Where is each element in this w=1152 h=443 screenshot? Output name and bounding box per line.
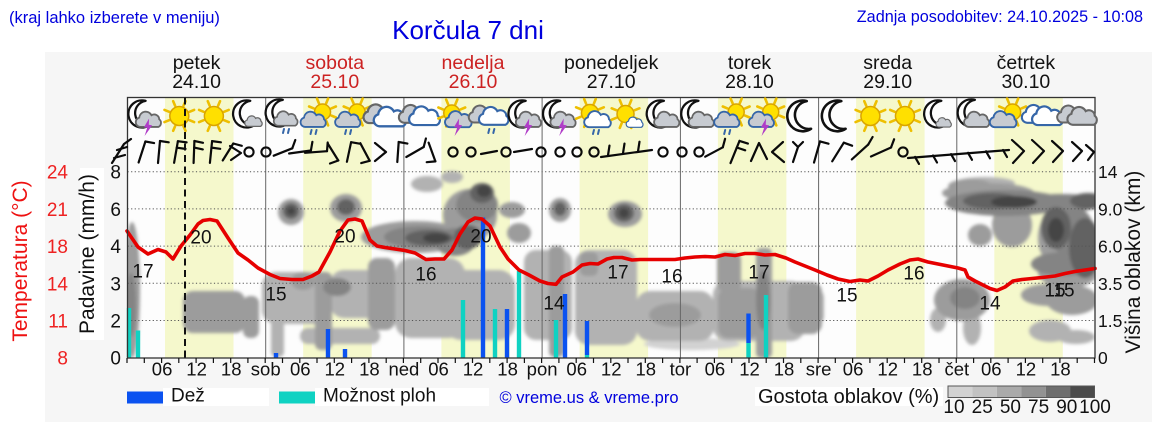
svg-text:18: 18 xyxy=(47,237,68,258)
svg-text:14: 14 xyxy=(543,294,565,315)
svg-text:Korčula 7 dni: Korčula 7 dni xyxy=(392,15,544,45)
svg-text:06: 06 xyxy=(981,359,1002,380)
svg-text:2: 2 xyxy=(110,312,121,333)
svg-text:12: 12 xyxy=(186,359,207,380)
svg-text:15: 15 xyxy=(265,285,286,306)
svg-text:ned: ned xyxy=(388,359,419,380)
svg-text:čet: čet xyxy=(944,359,969,380)
svg-text:06: 06 xyxy=(843,359,864,380)
svg-text:sreda: sreda xyxy=(863,52,912,74)
svg-text:pon: pon xyxy=(527,359,558,380)
svg-text:sob: sob xyxy=(251,359,281,380)
svg-text:nedelja: nedelja xyxy=(442,52,505,74)
svg-text:18: 18 xyxy=(912,359,933,380)
svg-text:Gostota oblakov (%): Gostota oblakov (%) xyxy=(758,386,939,408)
svg-text:Možnost ploh: Možnost ploh xyxy=(323,386,436,407)
svg-text:12: 12 xyxy=(601,359,622,380)
svg-text:10: 10 xyxy=(943,397,964,418)
svg-text:20: 20 xyxy=(334,227,355,248)
svg-text:90: 90 xyxy=(1056,397,1077,418)
svg-text:12: 12 xyxy=(325,359,346,380)
svg-text:06: 06 xyxy=(428,359,449,380)
svg-text:14: 14 xyxy=(47,274,69,295)
svg-text:8: 8 xyxy=(110,163,121,184)
svg-text:15: 15 xyxy=(1053,281,1074,302)
svg-text:18: 18 xyxy=(774,359,795,380)
svg-text:11: 11 xyxy=(48,312,68,333)
svg-text:Temperatura (°C): Temperatura (°C) xyxy=(9,180,32,341)
svg-text:Višina oblakov (km): Višina oblakov (km) xyxy=(1122,171,1145,354)
svg-text:06: 06 xyxy=(566,359,587,380)
svg-text:12: 12 xyxy=(739,359,760,380)
svg-text:12: 12 xyxy=(877,359,898,380)
svg-text:24: 24 xyxy=(47,163,69,184)
svg-text:15: 15 xyxy=(836,286,857,307)
svg-text:06: 06 xyxy=(152,359,173,380)
svg-text:26.10: 26.10 xyxy=(449,71,498,93)
svg-text:12: 12 xyxy=(463,359,484,380)
svg-text:15: 15 xyxy=(1044,281,1065,302)
svg-text:18: 18 xyxy=(221,359,242,380)
svg-text:4: 4 xyxy=(110,237,121,258)
svg-text:25: 25 xyxy=(972,397,993,418)
svg-text:21: 21 xyxy=(47,200,68,221)
svg-text:tor: tor xyxy=(670,359,692,380)
svg-text:1.5: 1.5 xyxy=(1098,311,1122,331)
svg-text:sre: sre xyxy=(806,359,832,380)
svg-text:0: 0 xyxy=(110,348,121,369)
svg-text:25.10: 25.10 xyxy=(310,71,359,93)
svg-text:18: 18 xyxy=(1050,359,1071,380)
svg-text:100: 100 xyxy=(1079,397,1111,418)
svg-text:16: 16 xyxy=(415,265,436,286)
svg-text:sobota: sobota xyxy=(306,52,365,74)
svg-text:torek: torek xyxy=(728,52,772,74)
svg-text:27.10: 27.10 xyxy=(587,71,636,93)
svg-text:Zadnja posodobitev: 24.10.2025: Zadnja posodobitev: 24.10.2025 - 10:08 xyxy=(857,8,1143,26)
svg-text:6.0: 6.0 xyxy=(1098,237,1123,257)
svg-text:14: 14 xyxy=(1098,162,1118,182)
svg-text:0: 0 xyxy=(1098,348,1108,368)
svg-text:18: 18 xyxy=(359,359,380,380)
svg-text:Padavine (mm/h): Padavine (mm/h) xyxy=(76,174,99,334)
svg-text:6: 6 xyxy=(110,200,121,221)
svg-text:Dež: Dež xyxy=(171,386,205,407)
svg-text:© vreme.us & vreme.pro: © vreme.us & vreme.pro xyxy=(499,389,678,407)
svg-text:17: 17 xyxy=(607,263,628,284)
svg-text:75: 75 xyxy=(1028,397,1049,418)
svg-text:16: 16 xyxy=(903,264,924,285)
svg-text:(kraj lahko izberete v meniju): (kraj lahko izberete v meniju) xyxy=(9,9,220,27)
svg-text:28.10: 28.10 xyxy=(725,71,774,93)
svg-text:06: 06 xyxy=(705,359,726,380)
svg-text:50: 50 xyxy=(1000,397,1021,418)
svg-text:24.10: 24.10 xyxy=(172,71,221,93)
svg-text:18: 18 xyxy=(636,359,657,380)
svg-text:12: 12 xyxy=(1016,359,1037,380)
svg-text:18: 18 xyxy=(497,359,518,380)
svg-text:30.10: 30.10 xyxy=(1001,71,1050,93)
svg-text:17: 17 xyxy=(748,263,769,284)
svg-text:petek: petek xyxy=(173,52,221,74)
svg-text:20: 20 xyxy=(190,228,211,249)
svg-text:06: 06 xyxy=(290,359,311,380)
svg-text:8: 8 xyxy=(57,348,68,369)
svg-text:3.5: 3.5 xyxy=(1098,274,1122,294)
svg-text:9.0: 9.0 xyxy=(1098,199,1123,219)
svg-text:17: 17 xyxy=(132,262,153,283)
svg-text:četrtek: četrtek xyxy=(997,52,1056,74)
svg-text:14: 14 xyxy=(979,294,1001,315)
svg-text:ponedeljek: ponedeljek xyxy=(564,52,659,74)
svg-text:16: 16 xyxy=(661,267,682,288)
svg-text:3: 3 xyxy=(110,274,121,295)
svg-text:20: 20 xyxy=(470,227,491,248)
svg-text:29.10: 29.10 xyxy=(863,71,912,93)
